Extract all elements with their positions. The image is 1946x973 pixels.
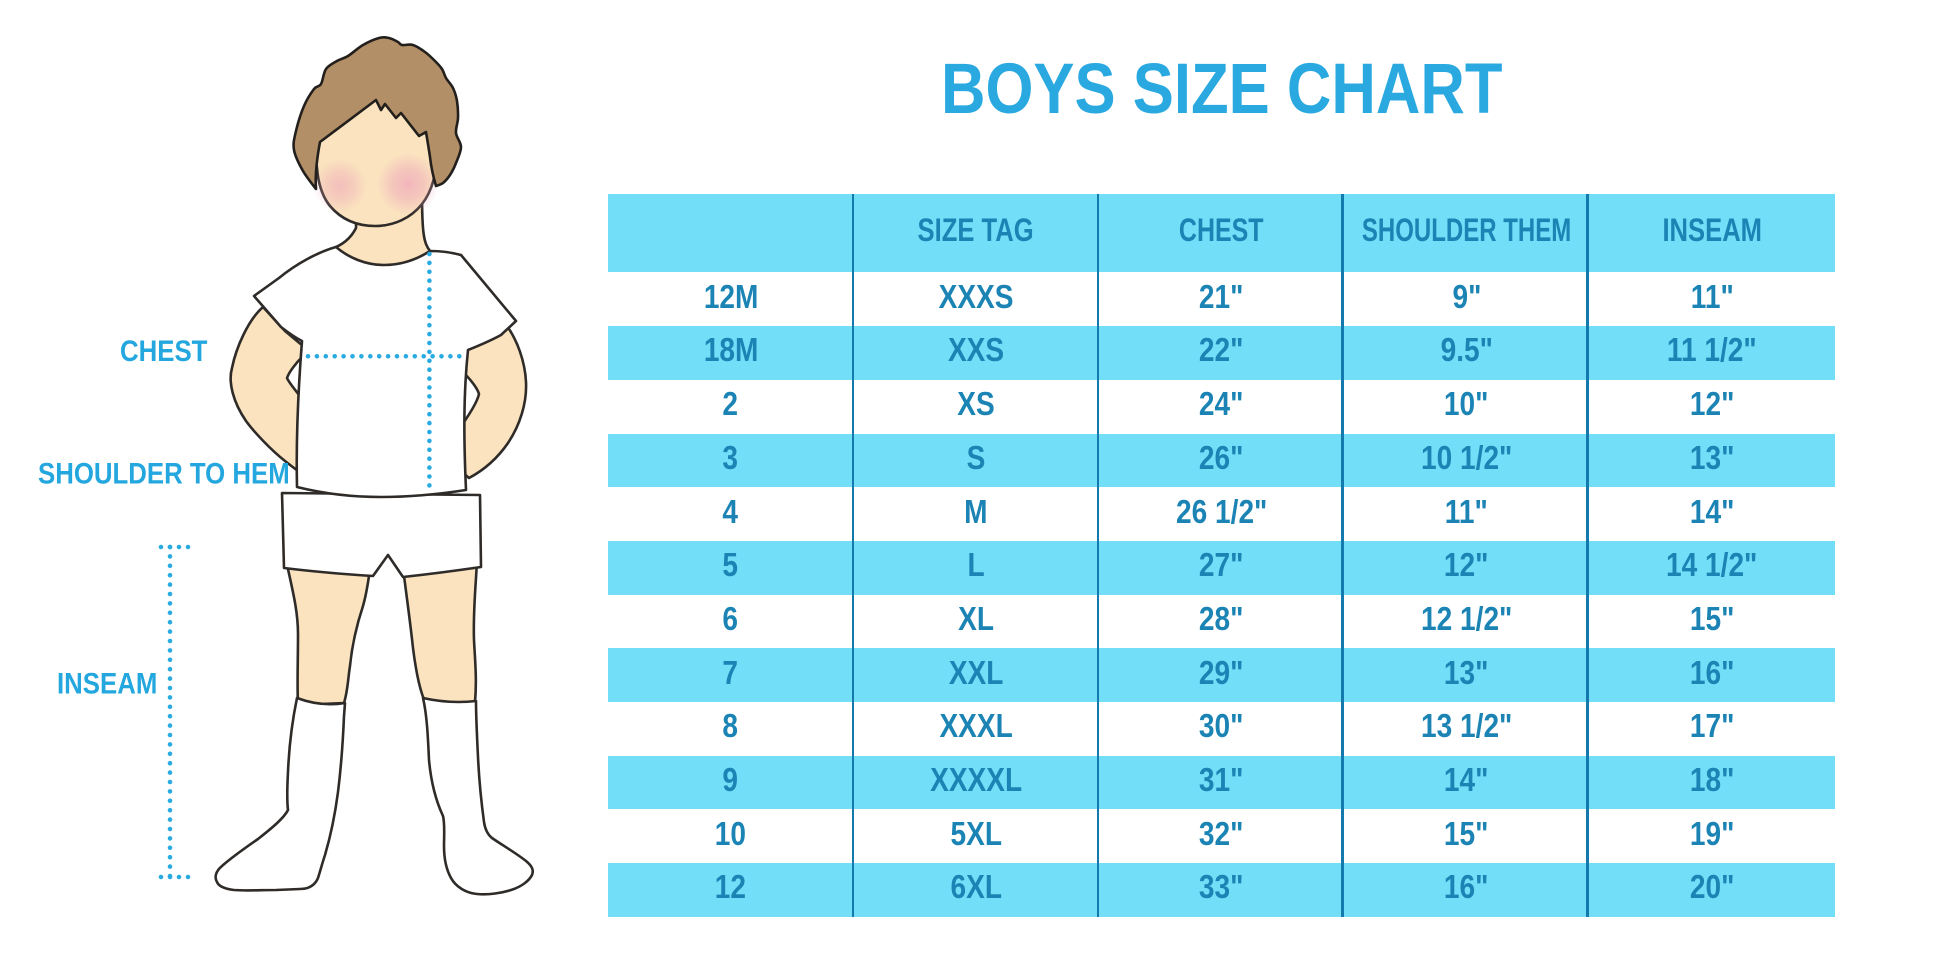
svg-text:CHEST: CHEST xyxy=(120,334,207,367)
svg-text:INSEAM: INSEAM xyxy=(57,667,157,700)
svg-text:SHOULDER TO HEM: SHOULDER TO HEM xyxy=(38,456,290,489)
